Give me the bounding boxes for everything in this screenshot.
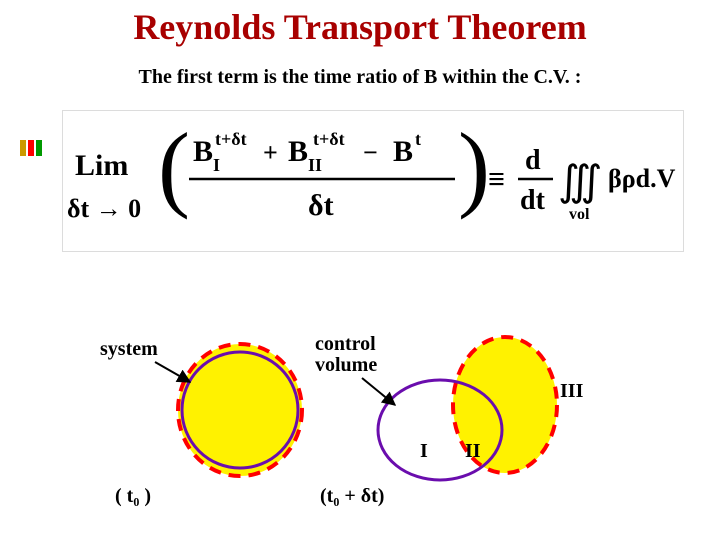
eq-minus: − bbox=[363, 138, 378, 167]
subtitle: The first term is the time ratio of B wi… bbox=[0, 66, 720, 89]
eq-den: δt bbox=[308, 189, 334, 222]
eq-plus1: + bbox=[263, 138, 278, 167]
equation-box: Lim δt → 0 ( ) B I t+δt + B II t+δt − B … bbox=[62, 110, 684, 252]
eq-equiv: ≡ bbox=[488, 163, 505, 196]
eq-int-sub: vol bbox=[569, 206, 590, 223]
page-title: Reynolds Transport Theorem bbox=[0, 6, 720, 48]
label-III: III bbox=[560, 380, 583, 403]
eq-int-expr: βρd.V bbox=[608, 164, 676, 193]
eq-B3: B bbox=[393, 135, 413, 168]
label-control-volume: controlvolume bbox=[315, 334, 377, 376]
label-I: I bbox=[420, 440, 428, 463]
eq-d: d bbox=[525, 145, 541, 176]
label-II: II bbox=[465, 440, 481, 463]
eq-paren-left: ( bbox=[158, 113, 190, 220]
diagram-region: system controlvolume ( t₀ ) (t₀ + δt) I … bbox=[110, 330, 630, 530]
eq-paren-right: ) bbox=[458, 113, 490, 220]
equation-svg: Lim δt → 0 ( ) B I t+δt + B II t+δt − B … bbox=[63, 111, 683, 251]
arrow-cv bbox=[362, 378, 395, 405]
eq-numerator: B I t+δt + B II t+δt − B t bbox=[193, 129, 421, 175]
eq-B1-sup: t+δt bbox=[215, 129, 247, 149]
side-accent-stripes bbox=[20, 140, 44, 156]
label-t0: ( t₀ ) bbox=[115, 485, 151, 508]
label-system: system bbox=[100, 338, 158, 361]
eq-dt: dt bbox=[520, 185, 546, 216]
left-blob bbox=[178, 344, 302, 476]
eq-B1-sub: I bbox=[213, 155, 220, 175]
eq-B3-sup: t bbox=[415, 129, 421, 149]
eq-limit: δt → 0 bbox=[67, 194, 141, 223]
label-tdt: (t₀ + δt) bbox=[320, 485, 384, 508]
eq-int: ∭ bbox=[558, 159, 602, 205]
arrow-system bbox=[155, 362, 190, 382]
eq-B2: B bbox=[288, 135, 308, 168]
eq-B2-sub: II bbox=[308, 155, 322, 175]
eq-B1: B bbox=[193, 135, 213, 168]
eq-lim: Lim bbox=[75, 149, 128, 182]
eq-B2-sup: t+δt bbox=[313, 129, 345, 149]
